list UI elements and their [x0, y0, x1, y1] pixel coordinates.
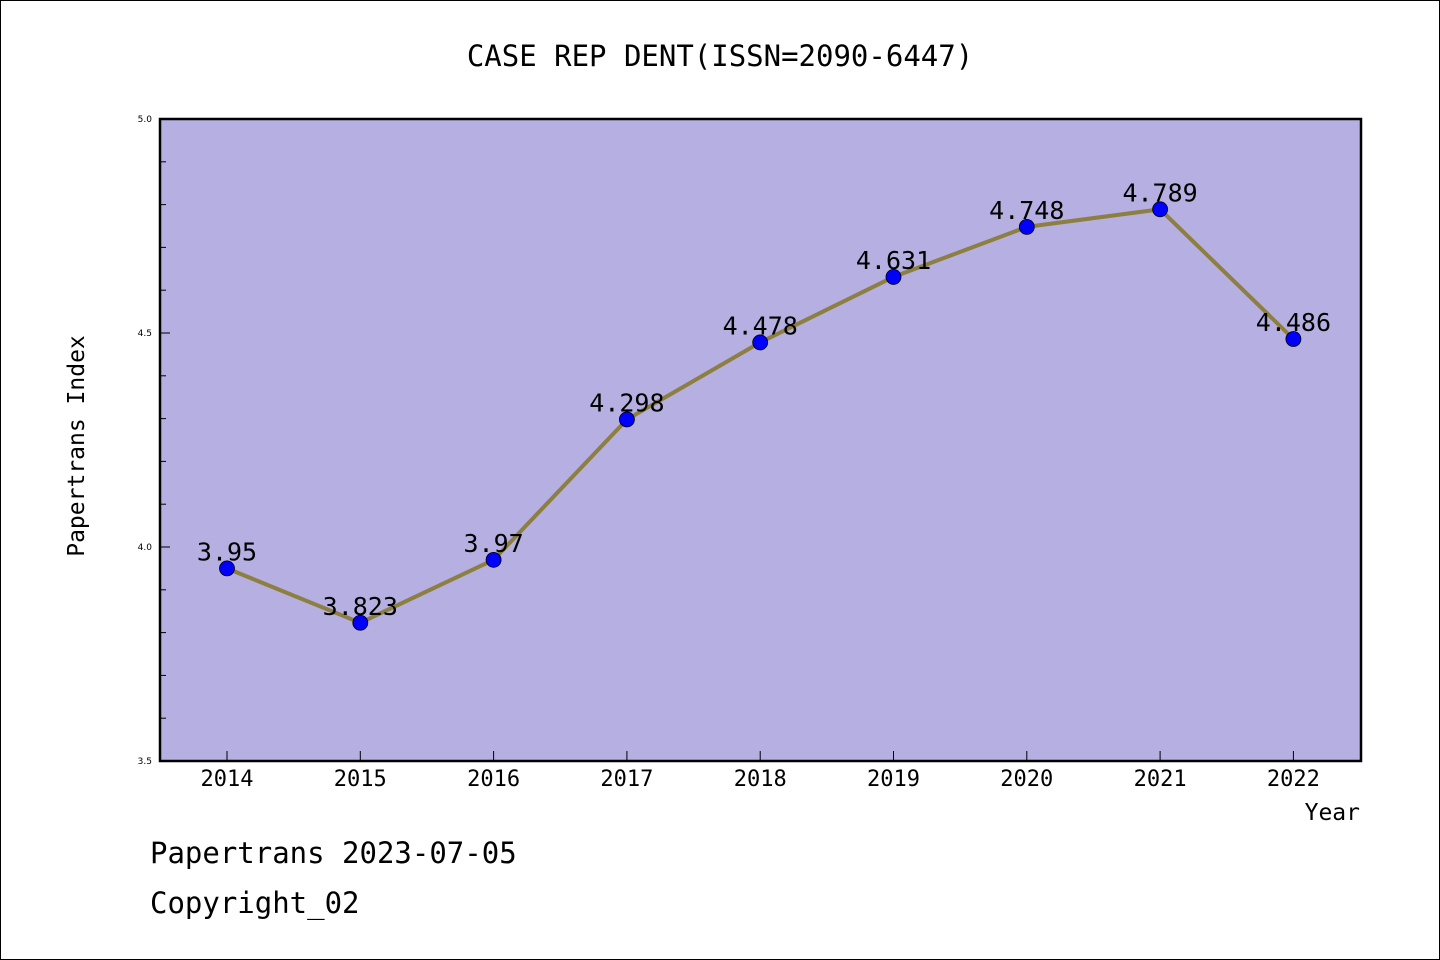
- data-label: 4.478: [723, 311, 798, 340]
- plot-border: [158, 117, 1363, 763]
- plot-area: [160, 119, 1361, 761]
- y-tick-label: 4.0: [138, 543, 153, 553]
- data-label: 3.95: [197, 537, 257, 566]
- x-tick-label: 2020: [1000, 767, 1053, 792]
- data-point: [219, 560, 235, 577]
- x-tick-label: 2019: [867, 767, 920, 792]
- x-tick-label: 2021: [1134, 767, 1187, 792]
- x-tick-label: 2017: [600, 767, 653, 792]
- data-point: [1018, 218, 1035, 235]
- data-label: 4.298: [589, 388, 664, 417]
- data-point: [619, 411, 635, 428]
- data-label: 4.631: [856, 246, 931, 275]
- y-axis-title: Papertrans Index: [64, 335, 90, 557]
- x-axis: 2014 2015 2016 2017 2018 2019 2020 2021 2022: [201, 751, 1320, 792]
- footer-copyright: Copyright_02: [150, 886, 360, 920]
- data-label: 3.823: [323, 592, 398, 621]
- data-label: 4.486: [1256, 308, 1331, 337]
- y-tick-label: 5.0: [138, 115, 153, 125]
- x-tick-label: 2016: [467, 767, 520, 792]
- data-label: 3.97: [463, 529, 523, 558]
- y-tick-label: 3.5: [138, 757, 152, 767]
- x-tick-label: 2018: [734, 767, 787, 792]
- footer-date: Papertrans 2023-07-05: [150, 836, 517, 870]
- x-tick-label: 2022: [1267, 767, 1320, 792]
- data-point: [752, 334, 769, 351]
- data-point: [885, 269, 902, 285]
- series-markers: [219, 201, 1302, 631]
- data-point: [352, 614, 369, 631]
- data-label: 4.789: [1122, 178, 1197, 207]
- data-point: [485, 551, 502, 568]
- data-point: [1285, 331, 1302, 347]
- data-labels: 3.95 3.823 3.97 4.298 4.478 4.631 4.748 4.789 4.…: [197, 178, 1331, 620]
- x-axis-title: Year: [1305, 800, 1360, 826]
- data-label: 4.748: [989, 196, 1064, 225]
- chart-title: CASE REP DENT(ISSN=2090-6447): [467, 39, 973, 73]
- x-tick-label: 2015: [334, 767, 387, 792]
- y-tick-label: 4.5: [138, 329, 152, 339]
- data-point: [1152, 201, 1168, 218]
- x-tick-label: 2014: [201, 767, 254, 792]
